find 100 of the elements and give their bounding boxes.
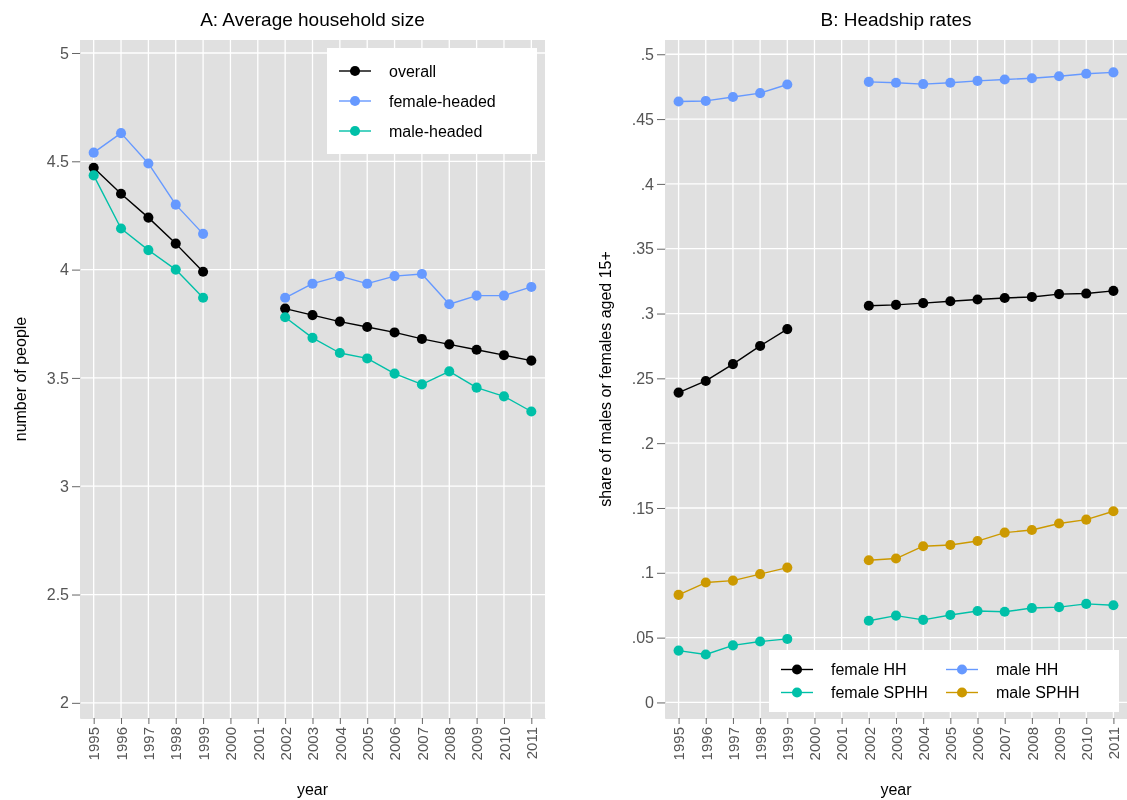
x-tick-label: 2008	[441, 727, 459, 761]
x-tick-label: 2008	[1023, 727, 1041, 761]
y-tick-label: .3	[640, 305, 655, 323]
point	[673, 387, 684, 398]
point	[727, 359, 738, 370]
point	[389, 271, 400, 282]
y-tick-label: 2	[60, 694, 70, 712]
point	[416, 333, 427, 344]
y-tick-label: 3	[60, 477, 70, 495]
point	[198, 292, 209, 303]
point	[1081, 288, 1092, 299]
point	[88, 170, 99, 181]
x-tick-label: 1996	[697, 727, 715, 761]
point	[198, 266, 209, 277]
point	[999, 527, 1010, 538]
point	[198, 228, 209, 239]
point	[1026, 291, 1037, 302]
point	[115, 188, 127, 199]
legend-label: female-headed	[389, 92, 496, 110]
legend-label: female SPHH	[831, 684, 928, 702]
point	[362, 321, 373, 333]
x-tick-label: 2011	[1105, 727, 1123, 760]
point	[890, 77, 902, 88]
point	[1081, 598, 1092, 609]
y-tick-label: .45	[631, 110, 655, 128]
point	[700, 95, 711, 106]
point	[945, 296, 956, 307]
x-tick-label: 2000	[806, 727, 824, 761]
point	[673, 96, 684, 107]
point	[700, 375, 711, 386]
point	[280, 292, 291, 303]
x-tick-label: 2003	[304, 727, 322, 761]
point	[1026, 603, 1037, 614]
point	[526, 281, 537, 292]
point	[115, 128, 127, 139]
point	[1054, 518, 1065, 529]
point	[170, 199, 181, 210]
point	[1108, 600, 1119, 611]
point	[170, 264, 181, 275]
point	[170, 238, 181, 249]
point	[416, 268, 427, 279]
x-tick-label: 1998	[751, 727, 769, 761]
x-tick-label: 2007	[996, 727, 1014, 761]
point	[498, 350, 510, 361]
point	[471, 382, 482, 393]
y-tick-label: .2	[640, 434, 655, 452]
x-axis-title: year	[880, 781, 913, 798]
point	[280, 303, 291, 314]
point	[863, 615, 874, 626]
y-tick-label: .5	[640, 45, 655, 63]
x-tick-label: 1999	[779, 727, 797, 761]
point	[863, 76, 874, 87]
y-tick-label: 2.5	[46, 586, 70, 604]
x-tick-label: 2001	[249, 727, 267, 761]
point	[782, 324, 793, 335]
point	[782, 79, 793, 90]
point	[727, 575, 738, 586]
point	[526, 355, 537, 366]
point	[755, 636, 766, 647]
x-tick-label: 1996	[112, 727, 130, 761]
point	[890, 610, 902, 621]
point	[416, 379, 427, 390]
point	[307, 278, 318, 289]
point	[1054, 71, 1065, 82]
point	[143, 212, 154, 223]
point	[945, 77, 956, 88]
point	[918, 541, 929, 552]
x-tick-label: 2002	[860, 727, 878, 761]
point	[727, 640, 738, 651]
point	[143, 158, 154, 169]
point	[1081, 68, 1092, 79]
point	[999, 74, 1010, 85]
point	[444, 299, 455, 310]
x-tick-label: 2000	[222, 727, 240, 761]
point	[700, 649, 711, 660]
legend-label: overall	[389, 62, 437, 80]
point	[280, 312, 291, 323]
point	[999, 606, 1010, 617]
point	[444, 366, 455, 377]
x-axis-title: year	[296, 781, 329, 798]
x-tick-label: 2002	[276, 727, 294, 761]
point	[863, 300, 874, 311]
legend-label: female HH	[831, 661, 907, 679]
x-tick-label: 2006	[969, 727, 987, 761]
point	[444, 339, 455, 350]
legend-label: male-headed	[389, 122, 483, 140]
point	[945, 609, 956, 620]
x-tick-label: 1998	[167, 727, 185, 761]
y-axis-title: number of people	[12, 316, 29, 442]
point	[1054, 289, 1065, 300]
point	[1108, 506, 1119, 517]
x-tick-label: 2006	[386, 727, 404, 761]
point	[471, 344, 482, 355]
point	[890, 553, 902, 564]
point	[389, 368, 400, 379]
point	[782, 562, 793, 573]
point	[471, 290, 482, 301]
legend-label: male HH	[996, 661, 1059, 679]
y-tick-label: .35	[631, 240, 655, 258]
point	[782, 633, 793, 644]
